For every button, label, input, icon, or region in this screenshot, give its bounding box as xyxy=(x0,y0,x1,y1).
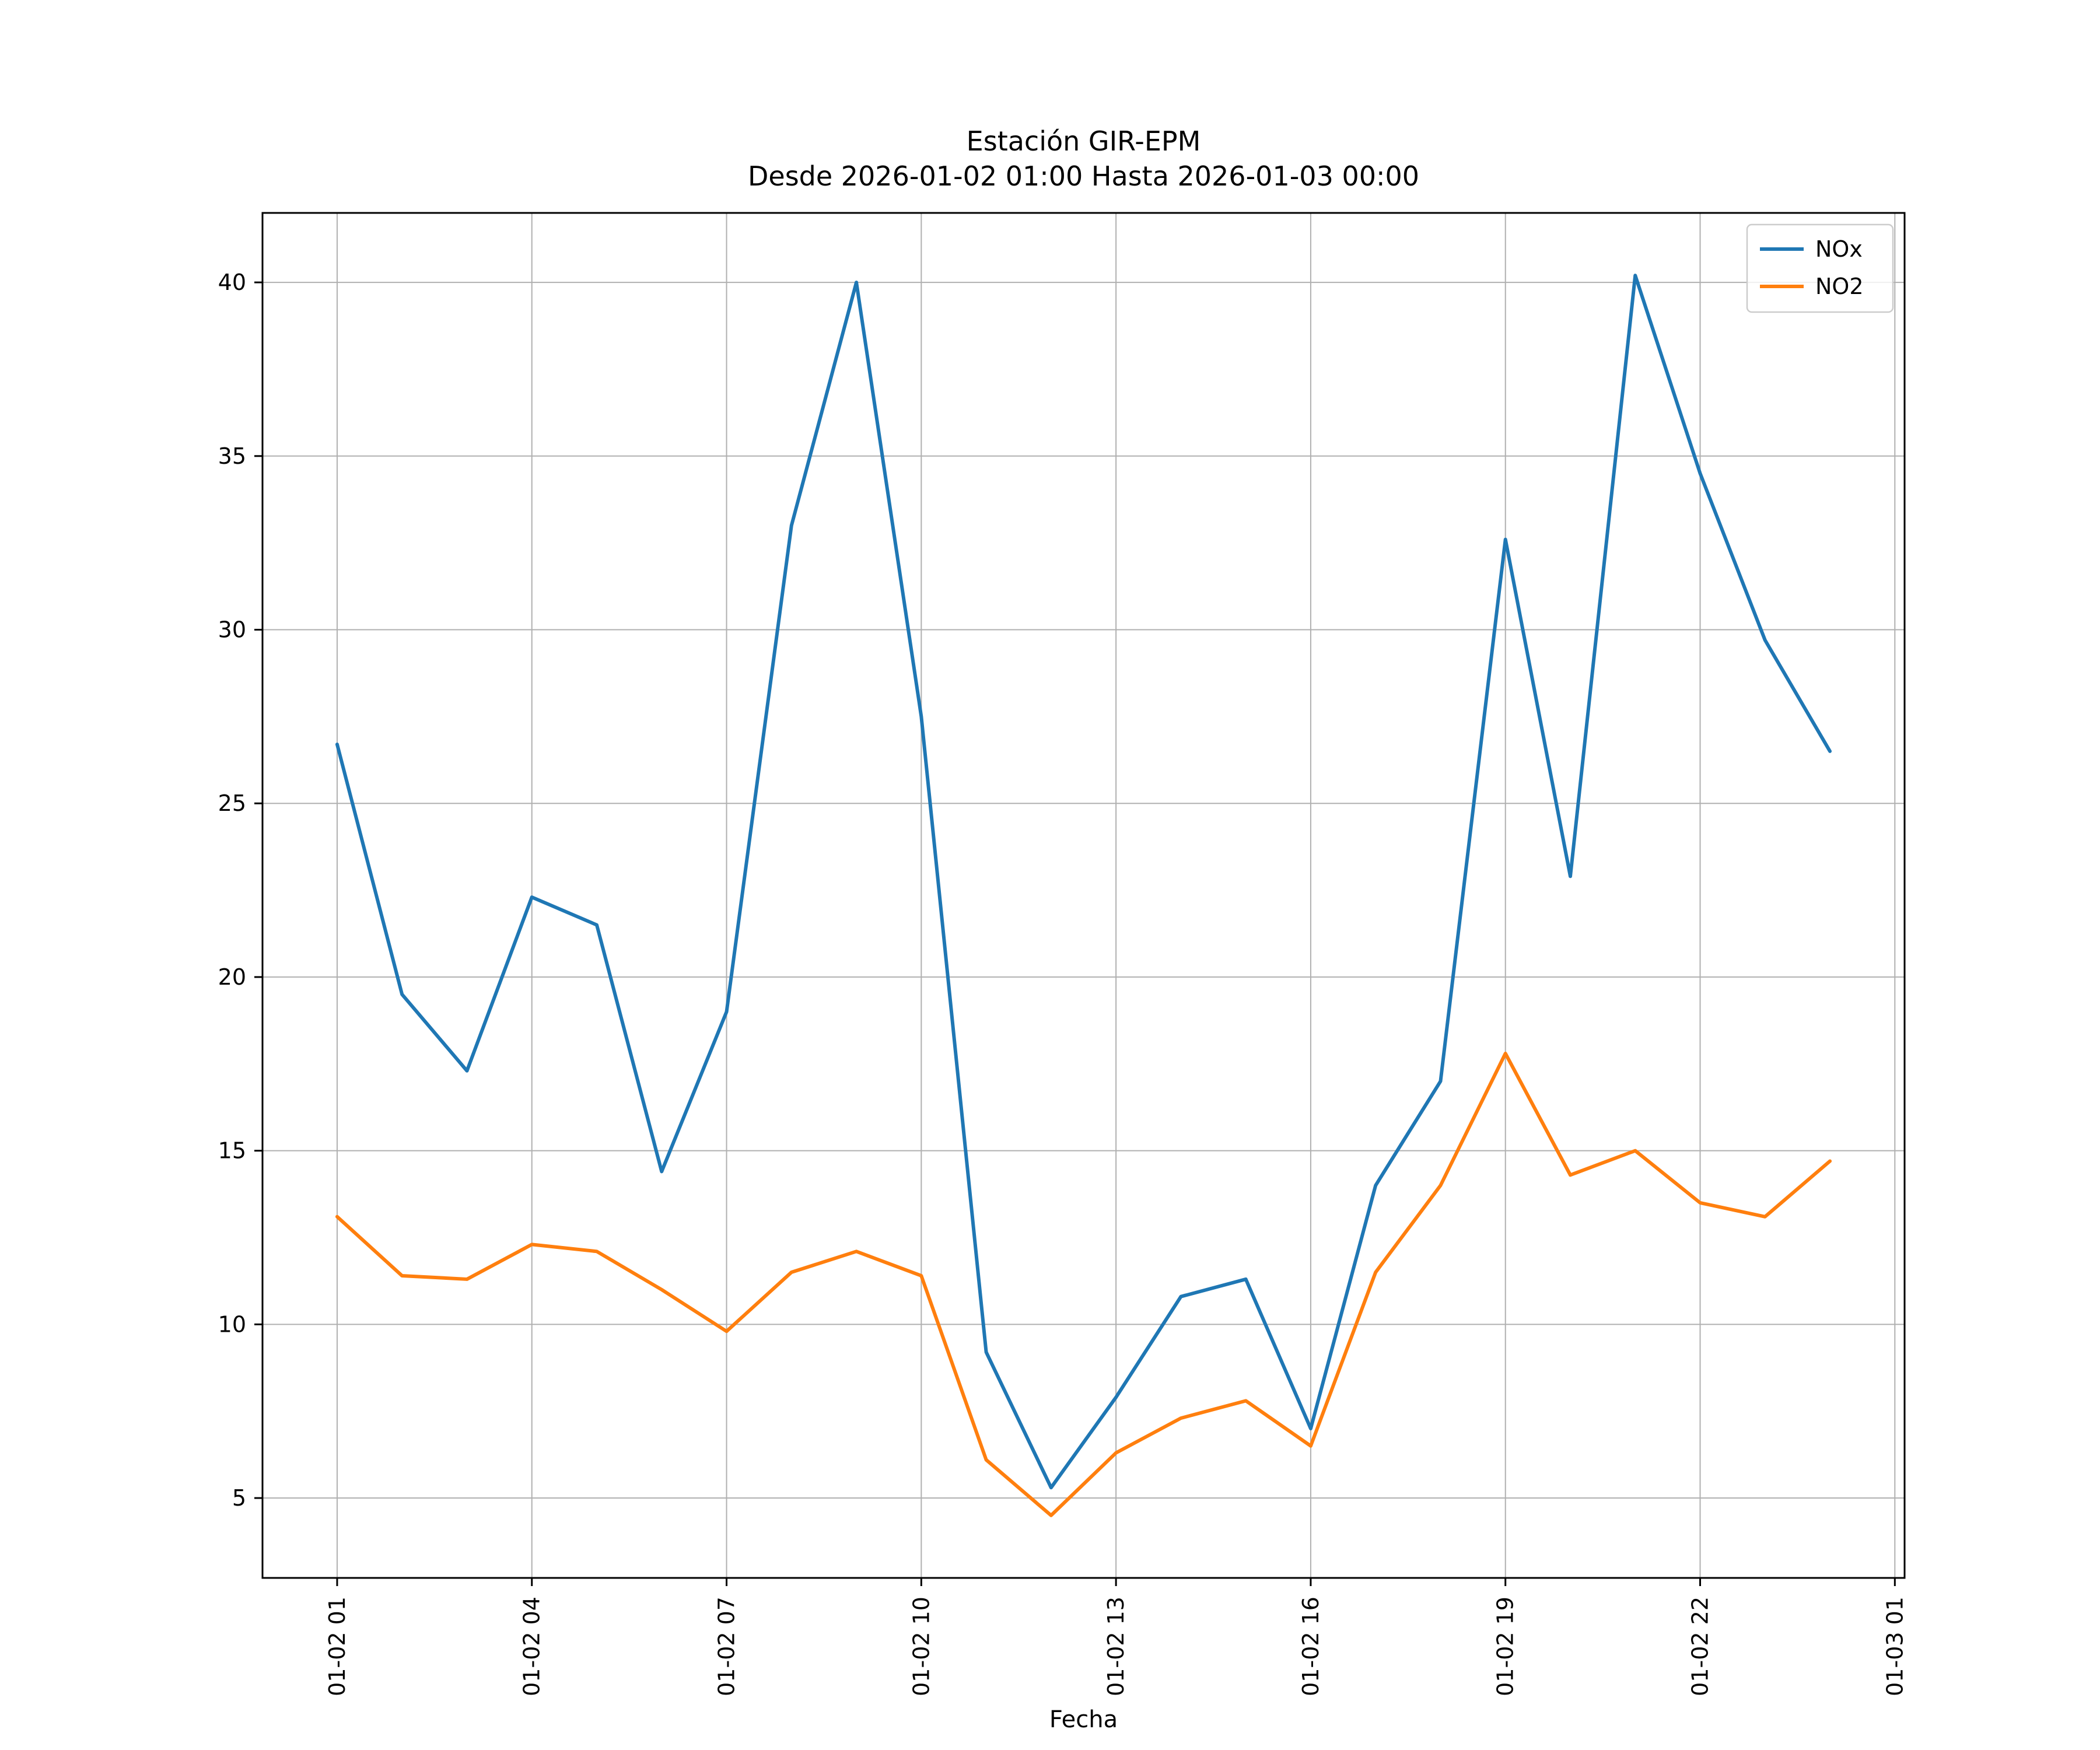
series-line-NO2 xyxy=(335,1051,1832,1517)
chart-title-block: Estación GIR-EPM Desde 2026-01-02 01:00 … xyxy=(262,124,1905,194)
x-tick-label: 01-03 01 xyxy=(1882,1597,1908,1696)
series-line-NOx xyxy=(335,274,1832,1490)
x-axis-label: Fecha xyxy=(1049,1706,1118,1733)
y-tick-label: 15 xyxy=(218,1138,246,1164)
legend-box xyxy=(1746,223,1894,313)
x-tick-label: 01-02 07 xyxy=(714,1597,740,1696)
chart-subtitle: Desde 2026-01-02 01:00 Hasta 2026-01-03 … xyxy=(747,160,1420,192)
chart-title: Estación GIR-EPM xyxy=(966,125,1201,157)
x-tick-label: 01-02 13 xyxy=(1103,1597,1129,1696)
plot-border xyxy=(261,212,1906,1579)
y-tick-label: 10 xyxy=(218,1311,246,1337)
x-tick-label: 01-02 19 xyxy=(1493,1597,1518,1696)
legend-label-NOx: NOx xyxy=(1815,236,1863,262)
y-tick-label: 25 xyxy=(218,790,246,816)
x-tick-label: 01-02 04 xyxy=(519,1597,545,1696)
x-tick-label: 01-02 16 xyxy=(1298,1597,1324,1696)
x-tick-label: 01-02 10 xyxy=(908,1597,934,1696)
legend-label-NO2: NO2 xyxy=(1815,274,1864,299)
x-tick-label: 01-02 22 xyxy=(1688,1597,1713,1696)
y-tick-label: 5 xyxy=(232,1485,246,1511)
y-tick-label: 35 xyxy=(218,443,246,469)
y-tick-label: 20 xyxy=(218,964,246,990)
y-tick-label: 30 xyxy=(218,617,246,643)
y-tick-label: 40 xyxy=(218,270,246,295)
x-tick-label: 01-02 01 xyxy=(324,1597,350,1696)
